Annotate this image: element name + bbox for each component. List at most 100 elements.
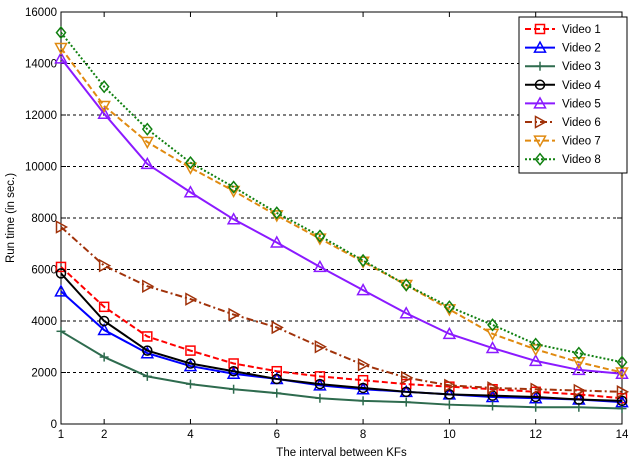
data-point xyxy=(315,393,325,403)
data-point xyxy=(270,235,284,248)
data-point xyxy=(357,253,369,268)
legend-marker xyxy=(535,61,545,71)
data-point xyxy=(271,320,284,335)
data-point xyxy=(572,362,586,376)
x-tick-label: 12 xyxy=(529,429,542,441)
data-point xyxy=(531,402,541,412)
x-axis: 1 2 4 6 8 10 12 14 xyxy=(58,12,629,441)
legend-item: Video 5 xyxy=(525,96,601,110)
data-point xyxy=(573,346,585,360)
legend-box xyxy=(518,16,628,174)
data-point xyxy=(444,400,454,410)
data-point xyxy=(313,259,327,273)
data-point xyxy=(55,220,69,234)
data-point xyxy=(56,326,66,336)
legend-marker xyxy=(534,79,546,91)
data-point xyxy=(140,156,155,170)
legend-item: Video 2 xyxy=(525,40,601,55)
y-tick-label: 16000 xyxy=(25,7,57,19)
data-point xyxy=(229,384,239,394)
data-point xyxy=(140,346,155,359)
x-tick-label: 8 xyxy=(360,429,366,441)
legend-label: Video 6 xyxy=(562,117,601,129)
data-point xyxy=(54,284,68,297)
y-tick-label: 2000 xyxy=(31,368,57,380)
data-point xyxy=(356,283,370,296)
x-axis-label: The interval between KFs xyxy=(276,447,407,459)
series-video-5 xyxy=(54,51,629,380)
data-point xyxy=(185,292,198,306)
data-point xyxy=(444,389,455,400)
data-point xyxy=(140,136,155,150)
legend-marker xyxy=(534,152,546,166)
data-point xyxy=(358,396,368,406)
data-point xyxy=(142,371,152,381)
data-point xyxy=(54,42,68,56)
data-point xyxy=(98,79,110,94)
series-group xyxy=(54,25,630,414)
data-point xyxy=(485,340,500,354)
data-point xyxy=(400,378,412,390)
data-point xyxy=(401,397,411,407)
y-axis-label: Run time (in sec.) xyxy=(5,173,17,263)
data-point xyxy=(226,366,241,380)
data-point xyxy=(55,25,67,40)
x-tick-label: 4 xyxy=(187,429,194,441)
legend-item: Video 1 xyxy=(525,23,601,36)
data-point xyxy=(444,378,457,393)
legend-label: Video 5 xyxy=(562,98,601,110)
legend-label: Video 8 xyxy=(562,154,601,166)
data-point xyxy=(183,185,198,198)
legend-marker xyxy=(534,23,546,35)
data-point xyxy=(97,106,111,119)
data-point xyxy=(399,306,413,319)
legend-item: Video 7 xyxy=(525,135,601,148)
series-line xyxy=(60,47,623,374)
data-point xyxy=(142,279,155,294)
data-point xyxy=(98,301,110,313)
data-point xyxy=(185,358,196,369)
data-point xyxy=(226,212,241,225)
data-point xyxy=(357,382,369,394)
series-video-4 xyxy=(55,268,628,407)
data-point xyxy=(185,379,195,389)
data-point xyxy=(616,355,628,369)
data-point xyxy=(530,337,542,351)
data-point xyxy=(271,206,283,220)
series-video-8 xyxy=(55,25,628,369)
series-line xyxy=(60,272,623,402)
data-point xyxy=(528,353,543,367)
x-tick-label: 14 xyxy=(616,429,629,441)
data-point xyxy=(488,401,498,411)
data-point xyxy=(530,382,543,397)
x-tick-label: 6 xyxy=(274,429,280,441)
x-tick-label: 10 xyxy=(443,429,456,441)
legend-marker xyxy=(533,135,547,148)
x-tick-label: 2 xyxy=(101,429,107,441)
y-tick-label: 4000 xyxy=(31,316,57,328)
data-point xyxy=(55,268,67,279)
data-point xyxy=(272,388,282,398)
legend-marker xyxy=(533,40,547,53)
series-line xyxy=(60,226,623,393)
data-point xyxy=(400,278,412,292)
series-line xyxy=(60,57,623,375)
y-tick-label: 14000 xyxy=(25,59,57,71)
data-point xyxy=(142,345,153,356)
data-point xyxy=(271,373,283,385)
data-point xyxy=(97,322,111,336)
legend-item: Video 6 xyxy=(525,115,601,129)
legend-item: Video 4 xyxy=(525,79,601,92)
legend-label: Video 7 xyxy=(562,136,601,148)
data-point xyxy=(573,383,586,398)
series-line xyxy=(60,266,623,400)
data-point xyxy=(573,394,585,405)
data-point xyxy=(98,315,110,327)
series-line xyxy=(60,290,623,404)
data-point xyxy=(185,345,196,356)
y-tick-label: 10000 xyxy=(25,162,57,174)
data-point xyxy=(183,359,198,372)
data-point xyxy=(54,51,68,64)
y-tick-label: 6000 xyxy=(31,265,57,277)
